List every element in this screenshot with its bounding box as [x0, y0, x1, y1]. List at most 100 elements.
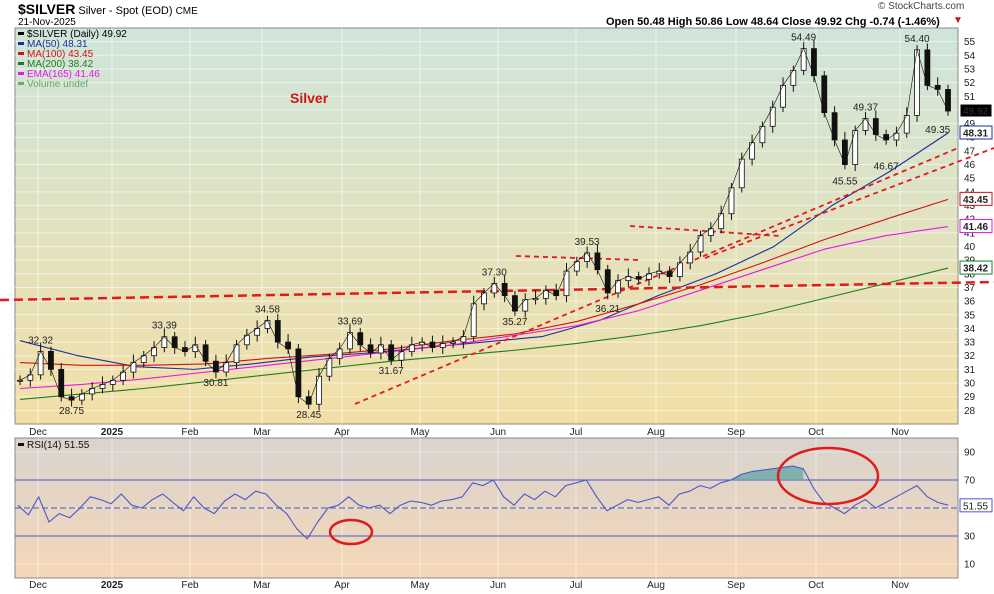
price-x-tick-label: Jul [570, 427, 583, 438]
rsi-x-tick-label: Jul [570, 580, 583, 591]
price-bar-body [17, 379, 23, 382]
rsi-overbought-highlight-circle [776, 446, 880, 506]
price-x-tick-label: Mar [253, 427, 271, 438]
price-x-tick-label: 2025 [101, 427, 124, 438]
rsi-x-tick-label: Nov [891, 580, 909, 591]
legend-entry: Volume undef [27, 79, 88, 90]
price-point-label: 54.40 [905, 34, 930, 45]
legend-entry: $SILVER (Daily) 49.92 [27, 29, 127, 40]
chart-title: Silver [290, 90, 329, 106]
price-y-tick-label: 40 [964, 242, 976, 253]
legend-swatch [18, 52, 24, 55]
price-x-tick-label: Jun [490, 427, 506, 438]
price-x-tick-label: Nov [891, 427, 909, 438]
price-y-tick-label: 28 [964, 406, 976, 417]
price-point-label: 36.21 [595, 304, 620, 315]
ma-line-ma100 [19, 198, 949, 366]
rsi-y-tick-label: 70 [964, 476, 976, 487]
rsi-oversold-highlight-circle [328, 518, 374, 546]
price-point-label: 37.30 [482, 267, 507, 278]
price-y-tick-label: 41 [964, 228, 976, 239]
rsi-axis-badge [959, 498, 993, 513]
price-y-tick-label: 45 [964, 174, 976, 185]
legend-swatch [18, 42, 24, 45]
rsi-x-tick-label: Apr [334, 580, 350, 591]
price-point-label: 35.27 [502, 317, 527, 328]
price-axis-badge [959, 125, 993, 140]
legend-swatch [18, 62, 24, 65]
rsi-y-tick-label: 10 [964, 560, 976, 571]
price-y-tick-label: 32 [964, 351, 976, 362]
price-point-label: 46.67 [874, 161, 899, 172]
ma-line-ema165 [19, 226, 949, 390]
price-point-label: 45.55 [832, 177, 857, 188]
rsi-x-tick-label: May [411, 580, 430, 591]
price-point-label: 54.49 [791, 33, 816, 44]
legend-swatch [18, 72, 24, 75]
flag-trendline-2 [629, 225, 781, 237]
uptrend-trendline-steep [354, 147, 959, 405]
rsi-axis-badge-text: 51.55 [963, 501, 988, 512]
price-point-label: 39.53 [575, 237, 600, 248]
price-point-label: 28.45 [296, 410, 321, 421]
rsi-legend-swatch [18, 443, 24, 446]
price-bars [17, 40, 951, 411]
price-x-tick-label: Feb [181, 427, 199, 438]
price-y-tick-label: 29 [964, 392, 976, 403]
legend-entry: EMA(165) 41.46 [27, 69, 100, 80]
rsi-overbought-fill [493, 466, 804, 480]
price-axis-badge-text: 43.45 [963, 195, 988, 206]
price-axis-badge-text: 48.31 [963, 129, 988, 140]
rsi-legend-entry: RSI(14) 51.55 [27, 440, 90, 451]
price-axis-badge [959, 103, 993, 118]
price-y-tick-label: 36 [964, 297, 976, 308]
price-y-tick-label: 43 [964, 201, 976, 212]
price-point-label: 33.69 [337, 317, 362, 328]
rsi-line [17, 465, 949, 540]
flag-trendline-1 [515, 255, 641, 261]
symbol-label: $SILVER [18, 1, 76, 17]
price-y-tick-label: 38 [964, 269, 976, 280]
price-y-tick-label: 52 [964, 78, 976, 89]
ohlc-readout: Open 50.48 High 50.86 Low 48.64 Close 49… [606, 16, 940, 28]
price-x-tick-label: Sep [727, 427, 745, 438]
ma-line-ma50 [19, 132, 949, 370]
price-axis-badge [959, 260, 993, 275]
price-y-tick-label: 37 [964, 283, 976, 294]
price-panel-background [14, 27, 959, 425]
price-y-tick-label: 47 [964, 146, 976, 157]
symbol-subtitle: Silver - Spot (EOD) [78, 5, 173, 17]
legend-entry: MA(50) 48.31 [27, 39, 88, 50]
uptrend-trendline-shallow [704, 147, 994, 259]
exchange-label: CME [175, 6, 198, 17]
price-y-tick-label: 54 [964, 51, 976, 62]
rsi-x-tick-label: Mar [253, 580, 271, 591]
price-y-tick-label: 46 [964, 160, 976, 171]
rsi-x-tick-label: 2025 [101, 580, 124, 591]
ma-line-ma200 [19, 267, 949, 400]
price-x-tick-label: Oct [808, 427, 824, 438]
price-point-label: 49.35 [925, 125, 950, 136]
price-y-tick-label: 53 [964, 64, 976, 75]
rsi-y-tick-label: 90 [964, 448, 976, 459]
price-point-label: 32.32 [28, 335, 53, 346]
price-point-label: 30.81 [203, 378, 228, 389]
price-axis-badge-text: 41.46 [963, 222, 988, 233]
rsi-x-tick-label: Aug [647, 580, 665, 591]
rsi-x-tick-label: Dec [29, 580, 47, 591]
price-y-tick-label: 34 [964, 324, 976, 335]
price-y-tick-label: 31 [964, 365, 976, 376]
price-axis-badge [959, 219, 993, 234]
price-y-tick-label: 35 [964, 310, 976, 321]
rsi-x-tick-label: Feb [181, 580, 199, 591]
down-arrow-icon: ▼ [953, 15, 963, 26]
chart-symbol-title: $SILVER Silver - Spot (EOD) CME [18, 1, 198, 17]
price-axis-badge [959, 191, 993, 206]
price-point-label: 28.75 [59, 406, 84, 417]
legend-entry: MA(100) 43.45 [27, 49, 94, 60]
price-y-tick-label: 51 [964, 92, 976, 103]
price-x-tick-label: Dec [29, 427, 47, 438]
price-point-label: 31.67 [379, 366, 404, 377]
legend-swatch [18, 32, 24, 35]
